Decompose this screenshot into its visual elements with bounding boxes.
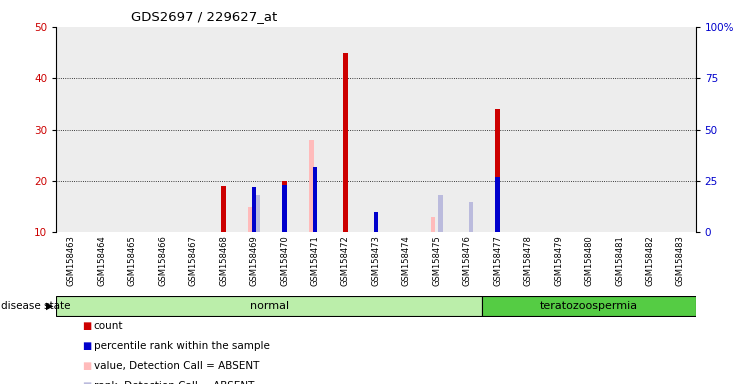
Bar <box>543 27 574 232</box>
Text: count: count <box>94 321 123 331</box>
Bar <box>255 195 260 232</box>
Text: GSM158481: GSM158481 <box>615 235 624 286</box>
FancyBboxPatch shape <box>482 296 696 316</box>
Bar <box>117 27 147 232</box>
Bar <box>468 202 473 232</box>
Bar <box>574 27 604 232</box>
Bar <box>313 167 317 232</box>
Bar <box>495 177 500 232</box>
Bar <box>343 53 348 232</box>
Bar <box>56 27 87 232</box>
Bar <box>452 27 482 232</box>
FancyBboxPatch shape <box>56 296 482 316</box>
Bar <box>482 27 513 232</box>
Text: GSM158477: GSM158477 <box>493 235 502 286</box>
Text: GSM158468: GSM158468 <box>219 235 228 286</box>
Bar <box>361 27 391 232</box>
Text: GDS2697 / 229627_at: GDS2697 / 229627_at <box>131 10 278 23</box>
Text: GSM158471: GSM158471 <box>310 235 319 286</box>
Bar <box>282 181 287 232</box>
Text: ▶: ▶ <box>46 301 54 311</box>
Bar <box>248 207 253 232</box>
Bar <box>269 27 300 232</box>
Text: GSM158483: GSM158483 <box>676 235 685 286</box>
Text: GSM158474: GSM158474 <box>402 235 411 286</box>
Bar <box>431 217 435 232</box>
Bar <box>422 27 452 232</box>
Bar <box>438 195 443 232</box>
Text: ■: ■ <box>82 341 91 351</box>
Text: GSM158475: GSM158475 <box>432 235 441 286</box>
Bar <box>221 186 227 232</box>
Text: GSM158479: GSM158479 <box>554 235 563 286</box>
Text: GSM158469: GSM158469 <box>250 235 259 286</box>
Bar <box>300 27 330 232</box>
Bar <box>635 27 665 232</box>
Bar <box>147 27 178 232</box>
Text: GSM158482: GSM158482 <box>646 235 654 286</box>
Text: GSM158472: GSM158472 <box>341 235 350 286</box>
Text: GSM158476: GSM158476 <box>463 235 472 286</box>
Text: GSM158466: GSM158466 <box>158 235 168 286</box>
Text: GSM158467: GSM158467 <box>188 235 197 286</box>
Bar <box>87 27 117 232</box>
Bar <box>309 140 313 232</box>
Bar <box>239 27 269 232</box>
Text: percentile rank within the sample: percentile rank within the sample <box>94 341 269 351</box>
Text: rank, Detection Call = ABSENT: rank, Detection Call = ABSENT <box>94 381 254 384</box>
Text: ■: ■ <box>82 381 91 384</box>
Bar <box>604 27 635 232</box>
Bar <box>373 212 378 232</box>
Text: GSM158470: GSM158470 <box>280 235 289 286</box>
Text: GSM158473: GSM158473 <box>371 235 381 286</box>
Text: ■: ■ <box>82 361 91 371</box>
Text: GSM158478: GSM158478 <box>524 235 533 286</box>
Bar <box>252 187 257 232</box>
Text: normal: normal <box>250 301 289 311</box>
Text: GSM158465: GSM158465 <box>128 235 137 286</box>
Bar <box>391 27 422 232</box>
Text: GSM158480: GSM158480 <box>584 235 594 286</box>
Bar <box>665 27 696 232</box>
Text: value, Detection Call = ABSENT: value, Detection Call = ABSENT <box>94 361 259 371</box>
Bar <box>282 185 286 232</box>
Text: teratozoospermia: teratozoospermia <box>540 301 638 311</box>
Bar <box>209 27 239 232</box>
Bar <box>178 27 209 232</box>
Text: ■: ■ <box>82 321 91 331</box>
Text: GSM158464: GSM158464 <box>97 235 106 286</box>
Text: disease state: disease state <box>1 301 71 311</box>
Text: GSM158463: GSM158463 <box>67 235 76 286</box>
Bar <box>330 27 361 232</box>
Bar <box>495 109 500 232</box>
Bar <box>513 27 543 232</box>
